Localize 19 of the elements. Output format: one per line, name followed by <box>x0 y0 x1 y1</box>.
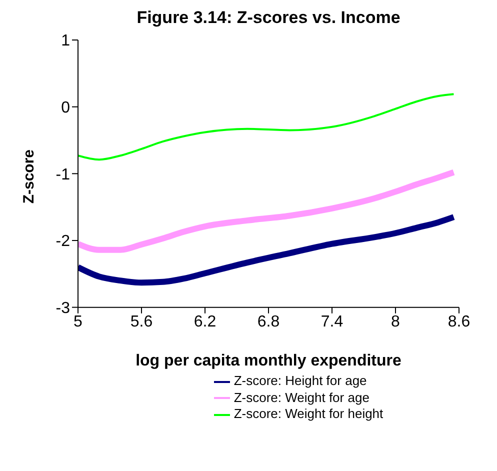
legend-label: Z-score: Weight for age <box>234 390 370 405</box>
x-tick-label: 6.8 <box>257 314 280 331</box>
line-series <box>78 93 455 161</box>
x-tick-label: 5 <box>74 314 83 331</box>
y-tick-label: -1 <box>56 166 70 184</box>
y-tick-label: -2 <box>56 233 70 250</box>
legend-label: Z-score: Weight for height <box>234 406 384 422</box>
y-tick-label: 0 <box>61 100 70 117</box>
legend-label: Z-score: Height for age <box>234 373 367 388</box>
x-tick-label: 6.2 <box>194 314 216 331</box>
x-axis-title: log per capita monthly expenditure <box>136 352 402 370</box>
x-tick-label: 8.6 <box>448 314 470 331</box>
x-tick-label: 7.4 <box>320 314 344 331</box>
x-tick-label: 5.6 <box>130 314 153 331</box>
y-axis-title: Z-score <box>20 149 38 204</box>
y-tick-label: -3 <box>56 300 70 317</box>
x-tick-label: 8 <box>391 314 400 331</box>
chart-title: Figure 3.14: Z-scores vs. Income <box>136 8 402 28</box>
y-tick-label: 1 <box>61 32 70 50</box>
